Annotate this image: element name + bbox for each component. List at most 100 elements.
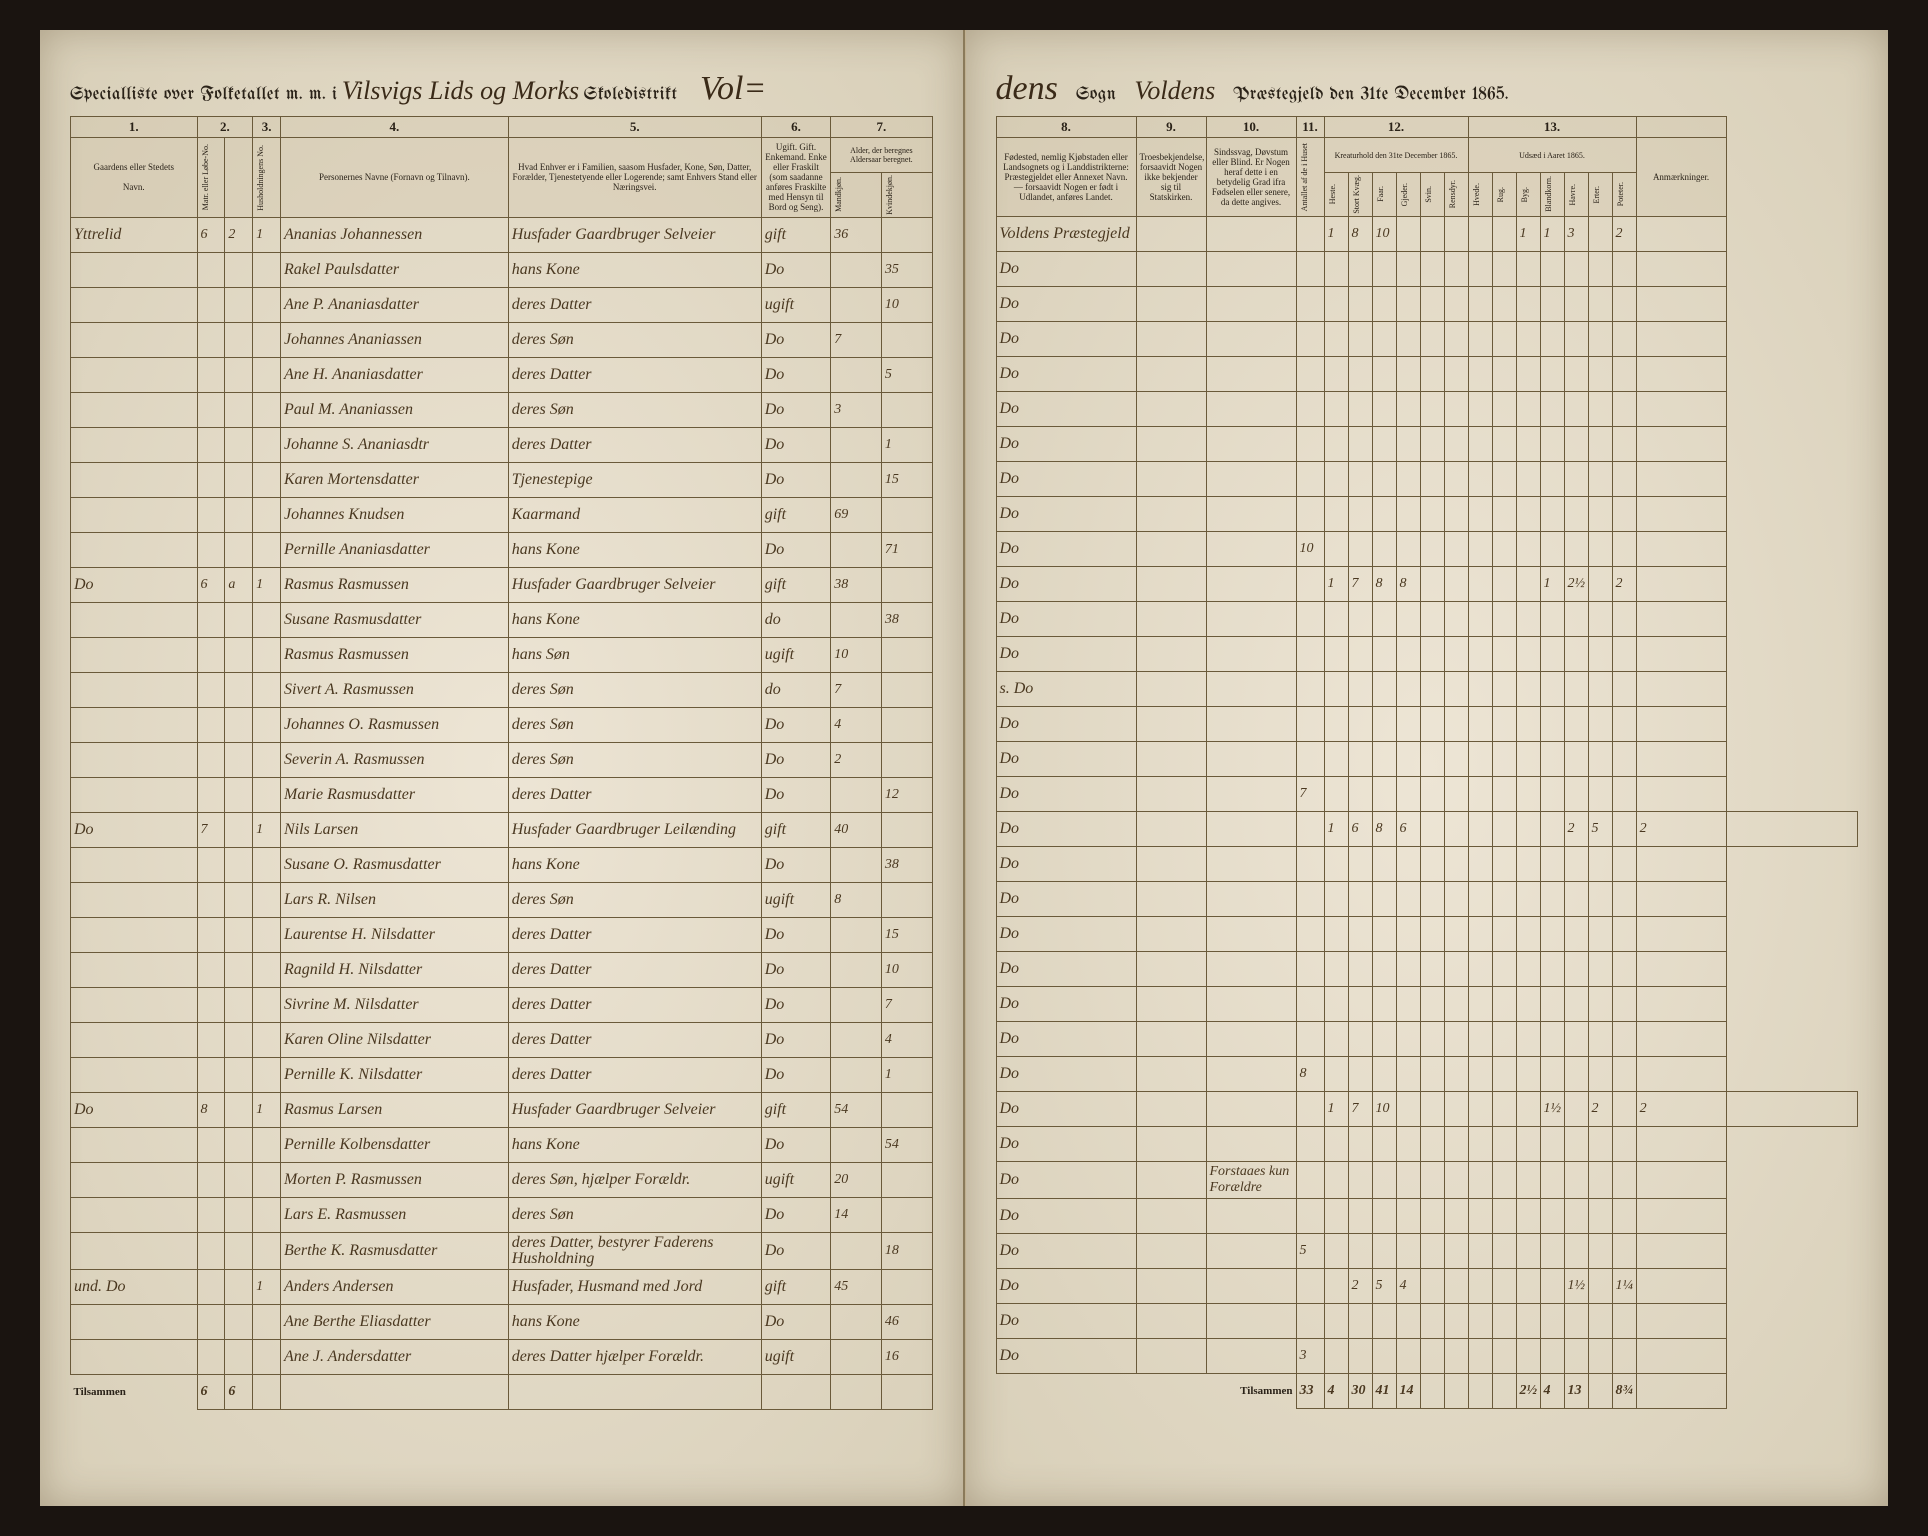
- cell: [1444, 706, 1468, 741]
- cell: [1420, 251, 1444, 286]
- cell: [1420, 1303, 1444, 1338]
- cell: [1636, 321, 1726, 356]
- cell: [1468, 951, 1492, 986]
- cell: Do: [996, 741, 1136, 776]
- cell: [1564, 356, 1588, 391]
- cell: [1564, 636, 1588, 671]
- cell: [1136, 426, 1206, 461]
- cell: [1444, 1091, 1468, 1126]
- cell: [1348, 1056, 1372, 1091]
- cell: [1564, 531, 1588, 566]
- cell: [225, 357, 253, 392]
- cell: deres Datter: [508, 1057, 761, 1092]
- cell: Do: [761, 952, 831, 987]
- cell: [1588, 986, 1612, 1021]
- cell: [1396, 881, 1420, 916]
- kreatur-col: Faar.: [1372, 173, 1396, 217]
- cell: 1: [881, 427, 932, 462]
- cell: [1516, 671, 1540, 706]
- cell: [1372, 1161, 1396, 1198]
- cell: [1588, 1021, 1612, 1056]
- cell: 1: [1324, 216, 1348, 251]
- cell: [1564, 671, 1588, 706]
- cell: [1588, 286, 1612, 321]
- book-spread: Specialliste over Folketallet m. m. i Vi…: [0, 0, 1928, 1536]
- cell: [1420, 671, 1444, 706]
- cell: [1206, 391, 1296, 426]
- cell: [1564, 1056, 1588, 1091]
- cell: [1540, 531, 1564, 566]
- cell: [1136, 1021, 1206, 1056]
- cell: [253, 987, 281, 1022]
- cell: [1516, 881, 1540, 916]
- cell: [197, 392, 225, 427]
- cell: [1564, 461, 1588, 496]
- cell: 15: [881, 462, 932, 497]
- cell: [1372, 286, 1396, 321]
- cell: Do: [761, 322, 831, 357]
- cell: [1540, 321, 1564, 356]
- cell: [1136, 461, 1206, 496]
- table-row: Do: [996, 951, 1858, 986]
- table-row: Do: [996, 846, 1858, 881]
- cell: [1468, 1268, 1492, 1303]
- cell: Paul M. Ananiassen: [280, 392, 508, 427]
- cell: [1492, 811, 1516, 846]
- cell: [1324, 601, 1348, 636]
- cell: [1136, 1161, 1206, 1198]
- cell: [881, 392, 932, 427]
- cell: [1468, 846, 1492, 881]
- sum: 6: [197, 1374, 225, 1409]
- cell: [71, 1022, 198, 1057]
- cell: [1296, 566, 1324, 601]
- cell: [831, 1057, 882, 1092]
- cell: [1468, 1056, 1492, 1091]
- cell: [1564, 601, 1588, 636]
- table-row: Do10: [996, 531, 1858, 566]
- colnum: 8.: [996, 117, 1136, 138]
- cell: Do: [761, 532, 831, 567]
- cell: [1324, 251, 1348, 286]
- cell: [253, 1197, 281, 1232]
- cell: [1444, 531, 1468, 566]
- cell: 71: [881, 532, 932, 567]
- cell: 2: [1348, 1268, 1372, 1303]
- cell: [1540, 1198, 1564, 1233]
- cell: [197, 1127, 225, 1162]
- cell: [1444, 741, 1468, 776]
- cell: [1136, 1198, 1206, 1233]
- table-row: Do: [996, 741, 1858, 776]
- cell: [1396, 1056, 1420, 1091]
- cell: [1444, 1268, 1468, 1303]
- cell: [253, 847, 281, 882]
- cell: [1588, 1126, 1612, 1161]
- cell: [1636, 356, 1726, 391]
- cell: [1636, 706, 1726, 741]
- cell: [1468, 1338, 1492, 1373]
- cell: [1492, 916, 1516, 951]
- cell: [1396, 286, 1420, 321]
- cell: 1: [1516, 216, 1540, 251]
- cell: [197, 672, 225, 707]
- sum: 4: [1540, 1373, 1564, 1408]
- cell: Husfader Gaardbruger Selveier: [508, 217, 761, 252]
- table-row: Do17101½22: [996, 1091, 1858, 1126]
- cell: [1540, 1021, 1564, 1056]
- cell: Do: [996, 881, 1136, 916]
- cell: [831, 987, 882, 1022]
- cell: [1296, 1303, 1324, 1338]
- cell: [1136, 881, 1206, 916]
- cell: deres Datter, bestyrer Faderens Husholdn…: [508, 1232, 761, 1269]
- cell: [253, 952, 281, 987]
- table-row: Do: [996, 881, 1858, 916]
- cell: [1588, 706, 1612, 741]
- cell: 18: [881, 1232, 932, 1269]
- cell: deres Søn: [508, 322, 761, 357]
- cell: [225, 847, 253, 882]
- cell: [881, 567, 932, 602]
- cell: [1136, 671, 1206, 706]
- cell: Pernille Ananiasdatter: [280, 532, 508, 567]
- cell: [1296, 811, 1324, 846]
- cell: [1348, 286, 1372, 321]
- cell: Do: [761, 1127, 831, 1162]
